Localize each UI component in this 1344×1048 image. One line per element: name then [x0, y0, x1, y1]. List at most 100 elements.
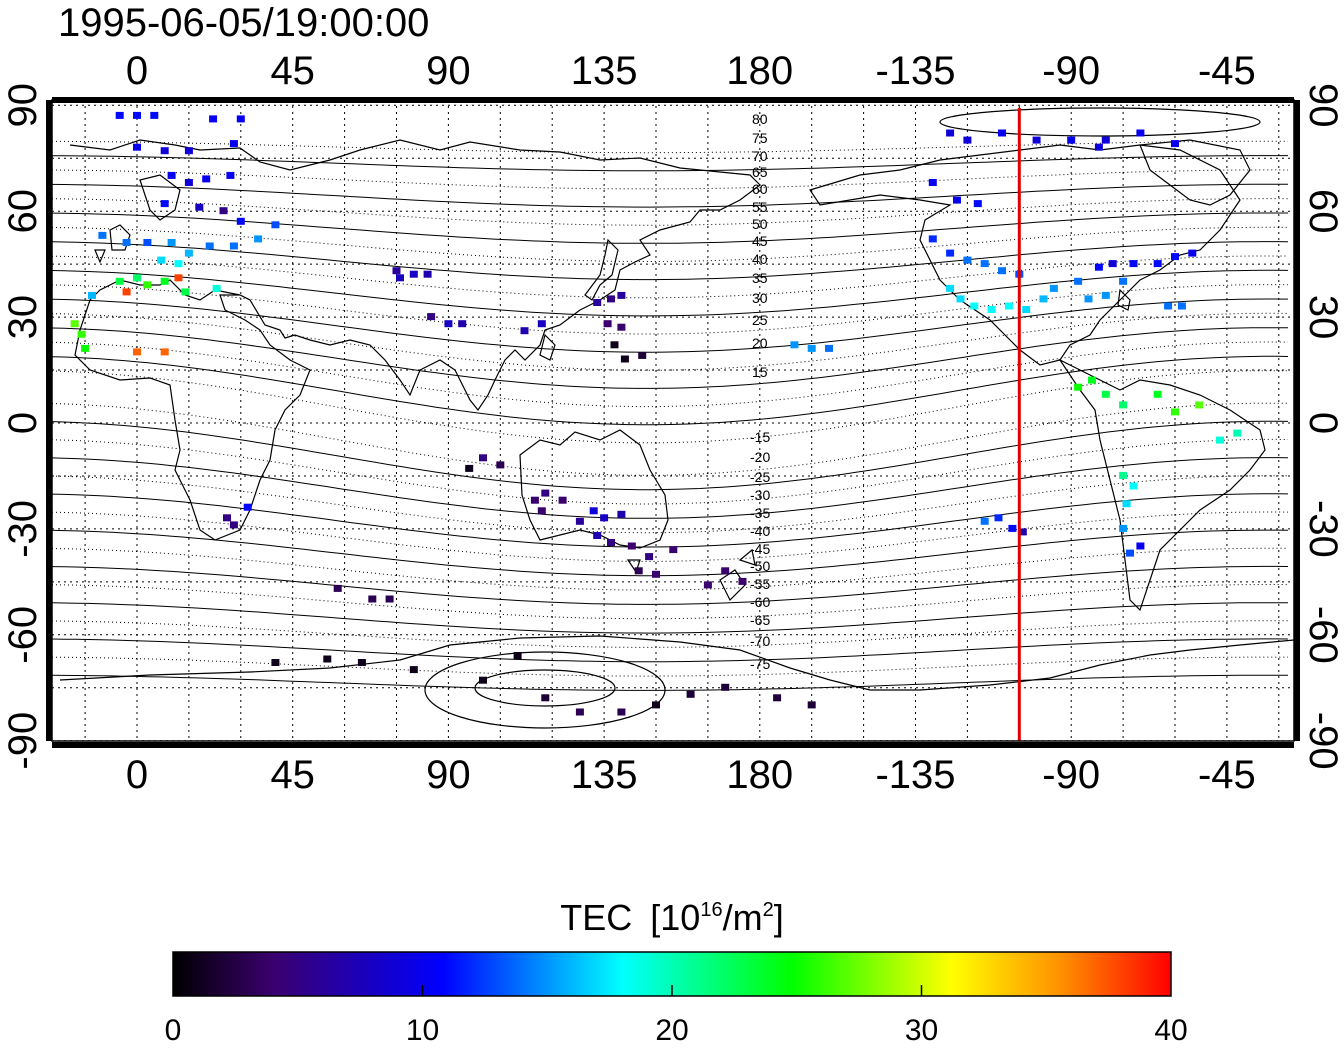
latitude-tick-label: -30 [1, 500, 45, 558]
tec-point [1074, 383, 1083, 391]
tec-point [479, 454, 487, 462]
tec-point [1171, 408, 1179, 416]
longitude-tick-label: 0 [126, 49, 148, 93]
tec-point [620, 355, 629, 363]
tec-point [333, 584, 342, 592]
tec-point [607, 539, 615, 546]
longitude-tick-label: 180 [726, 753, 793, 797]
colorbar-tick-label: 10 [406, 1014, 439, 1047]
tec-point [928, 235, 937, 243]
tec-point [610, 341, 619, 349]
latitude-tick-labels: 90 60 30 0 -30 -60 -90 90 60 30 0 -30 -60 -90 [1, 83, 1344, 770]
tec-point [1177, 302, 1186, 310]
tec-point [980, 517, 989, 525]
tec-point [1074, 277, 1083, 285]
colorbar-tick-label: 30 [905, 1014, 938, 1047]
tec-point [223, 514, 231, 522]
latitude-tick-label: -60 [1301, 606, 1344, 664]
tec-point [1136, 542, 1145, 550]
tec-point [1067, 136, 1076, 144]
tec-point [143, 239, 152, 246]
tec-point [427, 313, 436, 321]
tec-point [998, 267, 1006, 275]
tec-point [229, 140, 238, 148]
tec-point [323, 655, 332, 663]
tec-point [1171, 140, 1179, 148]
tec-point [773, 694, 782, 702]
latitude-tick-label: 0 [1, 412, 45, 434]
tec-point [167, 171, 176, 179]
tec-point [184, 147, 193, 155]
tec-point [575, 517, 584, 525]
longitude-tick-label: 90 [426, 753, 471, 797]
tec-point [1153, 390, 1162, 398]
latitude-tick-label: -60 [1, 606, 45, 664]
magnetic-lat-label: -50 [750, 558, 770, 574]
timestamp: 1995-06-05/19:00:00 [58, 1, 429, 45]
colorbar-tick-label: 40 [1154, 1014, 1187, 1047]
tec-point [444, 320, 453, 328]
tec-point [385, 595, 394, 603]
tec-point [541, 489, 550, 497]
latitude-tick-label: 30 [1301, 295, 1344, 340]
longitude-tick-label: 90 [426, 49, 471, 93]
tec-point [205, 242, 214, 250]
longitude-tick-label: 180 [726, 49, 793, 93]
magnetic-lat-label: -15 [750, 429, 770, 445]
longitude-tick-label: -90 [1042, 49, 1100, 93]
magnetic-lat-label: -30 [750, 487, 770, 503]
tec-point [229, 521, 238, 529]
tec-point [133, 348, 141, 356]
tec-point [160, 277, 169, 285]
tec-point [721, 567, 730, 575]
tec-point [184, 249, 193, 257]
tec-point [963, 256, 972, 264]
tec-point [980, 260, 989, 268]
tec-point [167, 239, 176, 246]
tec-point [807, 344, 816, 352]
tec-point [953, 196, 961, 204]
longitude-tick-label: -45 [1198, 753, 1256, 797]
magnetic-contour [52, 620, 1288, 648]
tec-point [634, 567, 643, 575]
magnetic-contour [52, 226, 1289, 262]
tec-point [807, 701, 816, 709]
tec-point [513, 652, 522, 659]
tec-point [956, 295, 965, 303]
tec-point [236, 115, 245, 123]
tec-point [226, 171, 235, 179]
tec-point [271, 221, 280, 229]
magnetic-contour [52, 212, 1288, 244]
tec-point [368, 595, 377, 603]
tec-point [627, 542, 636, 550]
tec-point [1101, 291, 1110, 299]
tec-point [212, 284, 221, 292]
tec-point [703, 581, 712, 589]
tec-point [70, 320, 79, 328]
tec-point [98, 231, 107, 239]
tec-point [1129, 260, 1138, 268]
latitude-tick-label: 60 [1301, 189, 1344, 234]
tec-point [652, 701, 660, 709]
tec-point [1101, 136, 1110, 144]
magnetic-contour [52, 312, 1289, 371]
latitude-tick-label: -30 [1301, 500, 1344, 558]
tec-point [998, 129, 1006, 137]
tec-point [1094, 263, 1103, 271]
tec-point [617, 510, 626, 518]
tec-point [396, 274, 404, 282]
tec-point [1136, 129, 1145, 137]
magnetic-lat-label: -55 [750, 576, 770, 592]
tec-point [973, 200, 982, 208]
tec-point [1119, 524, 1128, 532]
magnetic-contour [52, 565, 1289, 605]
magnetic-contour [52, 241, 1289, 281]
magnetic-contour [52, 169, 1289, 190]
tec-point [243, 503, 252, 511]
tec-point [1108, 260, 1117, 268]
tec-point [236, 217, 245, 225]
magnetic-lat-label: 50 [752, 216, 768, 232]
magnetic-lat-label: 65 [752, 164, 768, 180]
frame-bars [46, 97, 1300, 748]
longitude-tick-label: -135 [875, 49, 955, 93]
